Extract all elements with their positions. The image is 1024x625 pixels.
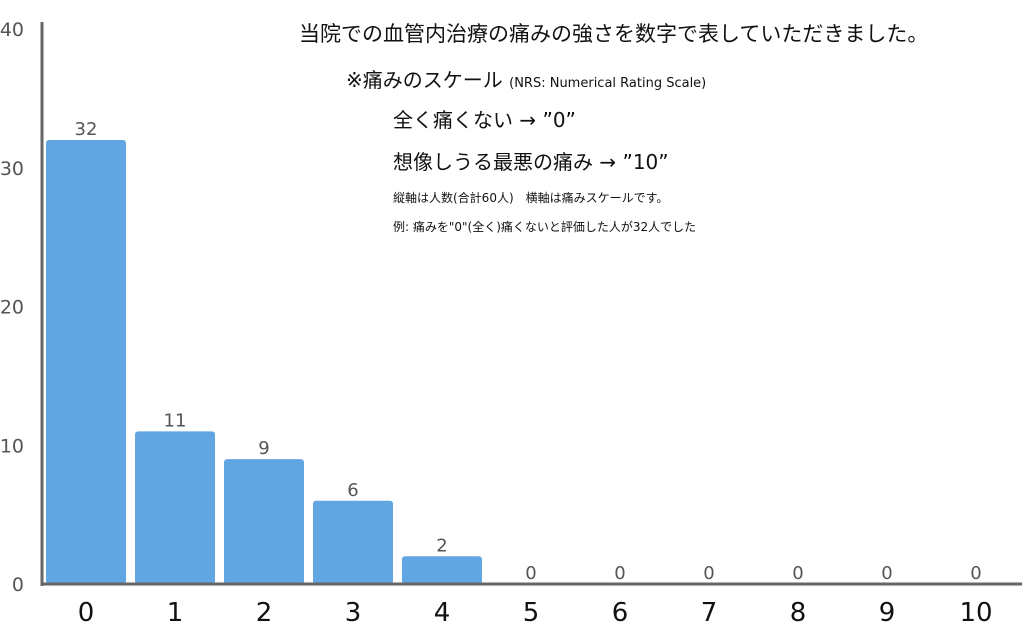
bar-value-label-7: 0 (703, 563, 714, 584)
x-tick-label-5: 5 (523, 598, 540, 625)
bar-value-label-3: 6 (347, 480, 358, 501)
bar-value-label-5: 0 (525, 563, 536, 584)
x-tick-label-3: 3 (345, 598, 362, 625)
x-tick-label-0: 0 (78, 598, 95, 625)
annotation-example: 例: 痛みを"0"(全く)痛くないと評価した人が32人でした (393, 220, 697, 234)
y-tick-label-10: 10 (0, 435, 24, 457)
annotation-scale-sub: (NRS: Numerical Rating Scale) (509, 76, 707, 91)
x-tick-label-4: 4 (434, 598, 451, 625)
y-tick-label-30: 30 (0, 158, 24, 180)
annotation-title: 当院での血管内治療の痛みの強さを数字で表していただきました。 (299, 22, 929, 46)
bar-4 (402, 556, 482, 584)
x-tick-label-8: 8 (790, 598, 807, 625)
annotation-scale-main: ※痛みのスケール (346, 68, 503, 92)
bar-value-label-0: 32 (75, 119, 98, 140)
x-tick-label-10: 10 (959, 598, 992, 625)
y-tick-label-40: 40 (0, 19, 24, 41)
x-tick-label-7: 7 (701, 598, 718, 625)
annotation-zero: 全く痛くない → ”0” (393, 108, 576, 132)
bar-value-label-10: 0 (970, 563, 981, 584)
bar-1 (135, 431, 215, 584)
annotation-ten: 想像しうる最悪の痛み → ”10” (393, 150, 669, 174)
bar-value-label-6: 0 (614, 563, 625, 584)
y-tick-label-20: 20 (0, 297, 24, 319)
annotation-axes: 縦軸は人数(合計60人) 横軸は痛みスケールです。 (393, 191, 669, 205)
bar-2 (224, 459, 304, 584)
y-tick-label-0: 0 (12, 574, 24, 596)
x-tick-label-6: 6 (612, 598, 629, 625)
bar-value-label-1: 11 (164, 410, 187, 431)
bar-value-label-8: 0 (792, 563, 803, 584)
bar-value-label-4: 2 (436, 535, 447, 556)
x-tick-label-1: 1 (167, 598, 184, 625)
bar-value-label-9: 0 (881, 563, 892, 584)
annotation-scale: ※痛みのスケール (NRS: Numerical Rating Scale) (346, 64, 706, 93)
x-tick-label-9: 9 (879, 598, 896, 625)
bar-0 (46, 140, 126, 584)
x-tick-label-2: 2 (256, 598, 273, 625)
bar-value-label-2: 9 (258, 438, 269, 459)
bar-3 (313, 500, 393, 584)
